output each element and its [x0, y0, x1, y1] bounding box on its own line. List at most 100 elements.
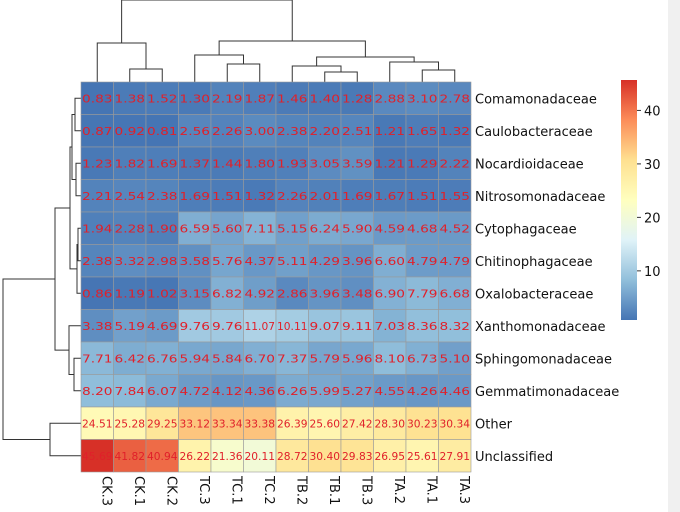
cell-value: 1.55 [440, 190, 471, 203]
heatmap-cell [340, 276, 374, 310]
dendrogram-branch [291, 65, 342, 82]
cell-value: 7.79 [407, 287, 438, 300]
cell-value: 29.83 [342, 450, 373, 463]
cell-value: 1.02 [147, 287, 178, 300]
cell-value: 1.82 [115, 157, 146, 170]
heatmap-cell [405, 439, 439, 473]
cell-value: 6.26 [277, 385, 308, 398]
heatmap-cell [373, 276, 407, 310]
column-dendrogram [96, 0, 456, 82]
cell-value: 1.67 [375, 190, 406, 203]
heatmap-cell [80, 81, 114, 115]
heatmap-cell [438, 309, 472, 343]
heatmap-cell [405, 179, 439, 213]
cell-value: 6.90 [375, 287, 406, 300]
heatmap-cell [405, 81, 439, 115]
heatmap-cell [438, 179, 472, 213]
heatmap-cell [275, 406, 309, 440]
cell-value: 40.94 [147, 450, 178, 463]
heatmap-cell [113, 146, 147, 180]
heatmap-cell [145, 179, 179, 213]
heatmap-cell [243, 211, 277, 245]
cell-value: 6.68 [440, 287, 471, 300]
dendrogram-branch [129, 68, 163, 82]
cell-value: 1.46 [277, 92, 308, 105]
cell-value: 2.28 [115, 222, 146, 235]
heatmap-cell [340, 439, 374, 473]
cell-value: 25.60 [310, 417, 341, 430]
cell-value: 26.95 [375, 450, 406, 463]
cell-value: 3.00 [245, 125, 276, 138]
cell-value: 5.84 [212, 352, 243, 365]
cell-value: 1.52 [147, 92, 178, 105]
cell-value: 3.05 [310, 157, 341, 170]
colorbar-tick-label: 20 [644, 211, 661, 226]
cell-value: 0.87 [82, 125, 113, 138]
heatmap-cell [405, 341, 439, 375]
cell-value: 4.55 [375, 385, 406, 398]
row-label: Caulobacteraceae [475, 125, 593, 140]
heatmap-cell [438, 341, 472, 375]
cell-value: 30.40 [310, 450, 341, 463]
heatmap-cell [210, 374, 244, 408]
heatmap-cell [145, 374, 179, 408]
dendrogram-branch [194, 54, 244, 82]
heatmap-cell [275, 439, 309, 473]
cell-value: 25.28 [115, 417, 146, 430]
heatmap-cell [308, 276, 342, 310]
cell-value: 27.42 [342, 417, 373, 430]
cell-value: 1.29 [407, 157, 438, 170]
cell-value: 1.21 [375, 157, 406, 170]
cell-value: 2.01 [310, 190, 341, 203]
cell-value: 5.94 [180, 352, 211, 365]
heatmap-cell [80, 146, 114, 180]
cell-value: 6.70 [245, 352, 276, 365]
cell-value: 3.96 [310, 287, 341, 300]
cell-value: 1.93 [277, 157, 308, 170]
heatmap-cell [373, 114, 407, 148]
cell-value: 2.38 [82, 255, 113, 268]
heatmap-cell [275, 341, 309, 375]
cell-value: 2.19 [212, 92, 243, 105]
cell-value: 27.91 [440, 450, 471, 463]
cell-value: 1.32 [440, 125, 471, 138]
heatmap-cell [340, 244, 374, 278]
heatmap-cell [80, 276, 114, 310]
heatmap-cell [178, 211, 212, 245]
cell-value: 5.76 [212, 255, 243, 268]
heatmap-cell [210, 211, 244, 245]
row-dendrogram [2, 97, 81, 457]
dendrogram-branch [96, 42, 147, 82]
cell-value: 33.34 [212, 417, 243, 430]
heatmap-cell [275, 374, 309, 408]
cell-value: 30.34 [440, 417, 471, 430]
heatmap-cell [210, 406, 244, 440]
cell-value: 7.84 [115, 385, 146, 398]
heatmap-cell [145, 146, 179, 180]
row-label: Unclassified [475, 450, 553, 465]
cell-value: 2.78 [440, 92, 471, 105]
colorbar: 10 20 30 40 [621, 80, 661, 320]
scrollbar-track[interactable] [668, 0, 680, 512]
heatmap-cell [243, 146, 277, 180]
cell-value: 4.37 [245, 255, 276, 268]
heatmap-cell [210, 146, 244, 180]
heatmap-cell [243, 244, 277, 278]
cell-value: 8.36 [407, 320, 438, 333]
heatmap-cell [80, 406, 114, 440]
heatmap-cell [243, 374, 277, 408]
cell-value: 6.76 [147, 352, 178, 365]
heatmap-cell [145, 439, 179, 473]
cell-value: 1.51 [212, 190, 243, 203]
heatmap-cell [438, 81, 472, 115]
column-label: TA.1 [423, 475, 438, 504]
column-label: CK.2 [163, 476, 178, 506]
heatmap-cell [373, 374, 407, 408]
dendrogram-branch [389, 61, 439, 82]
heatmap-cell [405, 276, 439, 310]
cell-value: 2.38 [277, 125, 308, 138]
cell-value: 0.92 [115, 125, 146, 138]
column-label: CK.1 [131, 476, 146, 506]
cell-value: 26.39 [277, 417, 308, 430]
cell-value: 4.79 [440, 255, 471, 268]
